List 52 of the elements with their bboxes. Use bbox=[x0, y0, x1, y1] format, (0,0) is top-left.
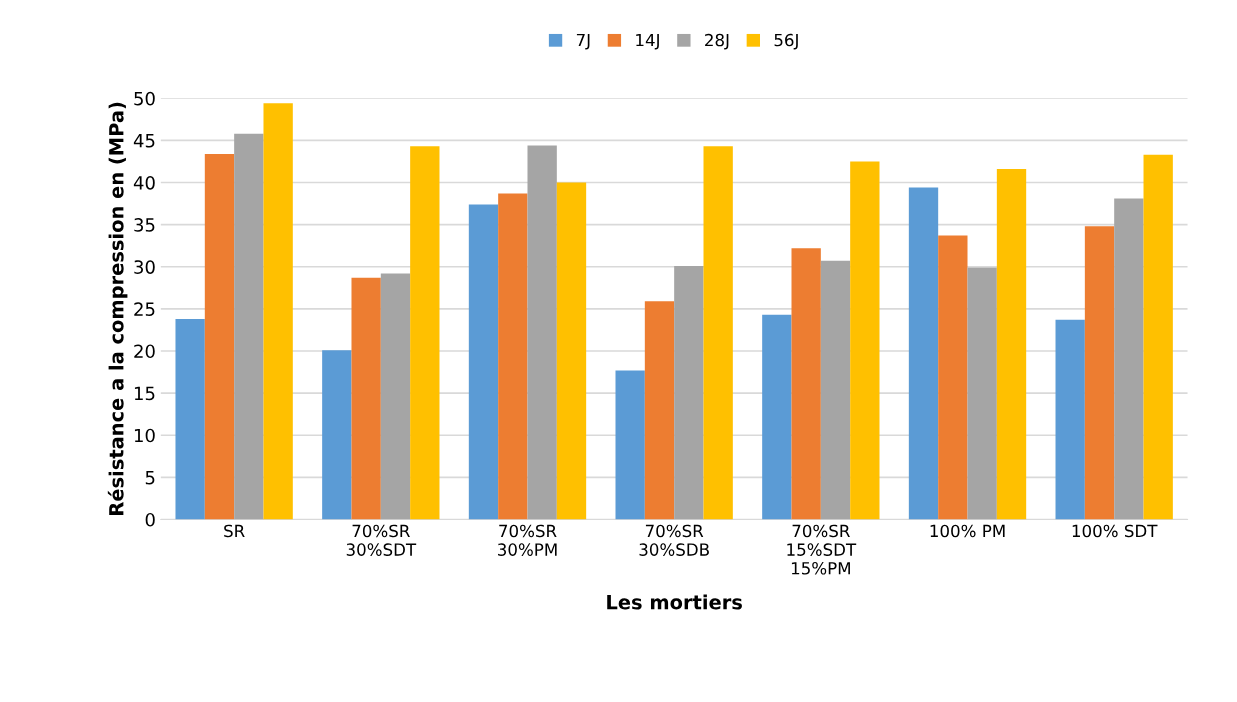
y-tick-label: 20 bbox=[134, 344, 155, 359]
legend-label: 7J bbox=[576, 33, 590, 50]
x-tick-label: SR bbox=[224, 524, 245, 538]
bar bbox=[234, 133, 264, 520]
legend-label: 28J bbox=[705, 33, 729, 50]
bar bbox=[967, 267, 997, 520]
bar bbox=[850, 161, 880, 520]
bar bbox=[527, 145, 557, 520]
y-tick-label: 35 bbox=[134, 218, 155, 232]
x-axis-title: Les mortiers bbox=[607, 594, 742, 610]
bar bbox=[1143, 154, 1173, 520]
bar bbox=[791, 248, 821, 520]
bar bbox=[322, 350, 352, 520]
bar bbox=[938, 235, 968, 520]
bar bbox=[263, 103, 293, 520]
bar bbox=[556, 182, 587, 520]
bar bbox=[703, 146, 733, 520]
x-tick-label: 100% PM bbox=[930, 524, 1005, 538]
bar bbox=[351, 277, 381, 520]
bar bbox=[1114, 198, 1144, 520]
bar bbox=[820, 260, 851, 520]
x-tick-label: 70%SR 30%SDT bbox=[346, 524, 417, 556]
bar bbox=[908, 187, 939, 520]
y-axis-title: Résistance a la compression en (MPa) bbox=[107, 102, 128, 515]
y-tick-label: 30 bbox=[134, 260, 155, 274]
bar bbox=[1055, 319, 1085, 520]
bar bbox=[644, 301, 675, 520]
bar bbox=[1084, 226, 1115, 520]
x-tick-label: 70%SR 30%PM bbox=[498, 524, 557, 556]
y-tick-label: 25 bbox=[134, 302, 155, 316]
bar bbox=[175, 318, 205, 520]
bar bbox=[380, 273, 411, 520]
bar bbox=[498, 193, 528, 520]
legend-label: 56J bbox=[774, 33, 798, 50]
x-tick-label: 100% SDT bbox=[1072, 524, 1158, 538]
bar bbox=[468, 204, 499, 520]
y-tick-label: 5 bbox=[145, 471, 155, 485]
legend-label: 14J bbox=[636, 33, 659, 50]
bar bbox=[674, 265, 704, 520]
x-tick-label: 70%SR 15%SDT 15%PM bbox=[787, 524, 857, 575]
y-tick-label: 10 bbox=[134, 428, 155, 443]
y-tick-label: 50 bbox=[134, 91, 155, 106]
bar bbox=[762, 314, 792, 520]
bar bbox=[410, 146, 440, 520]
bar bbox=[996, 169, 1027, 520]
y-tick-label: 15 bbox=[134, 386, 155, 401]
x-tick-label: 70%SR 30%SDB bbox=[639, 524, 709, 556]
y-tick-label: 40 bbox=[133, 175, 155, 190]
bar bbox=[204, 153, 235, 520]
bar bbox=[615, 370, 645, 520]
y-tick-label: 0 bbox=[145, 512, 155, 527]
y-tick-label: 45 bbox=[133, 134, 155, 148]
